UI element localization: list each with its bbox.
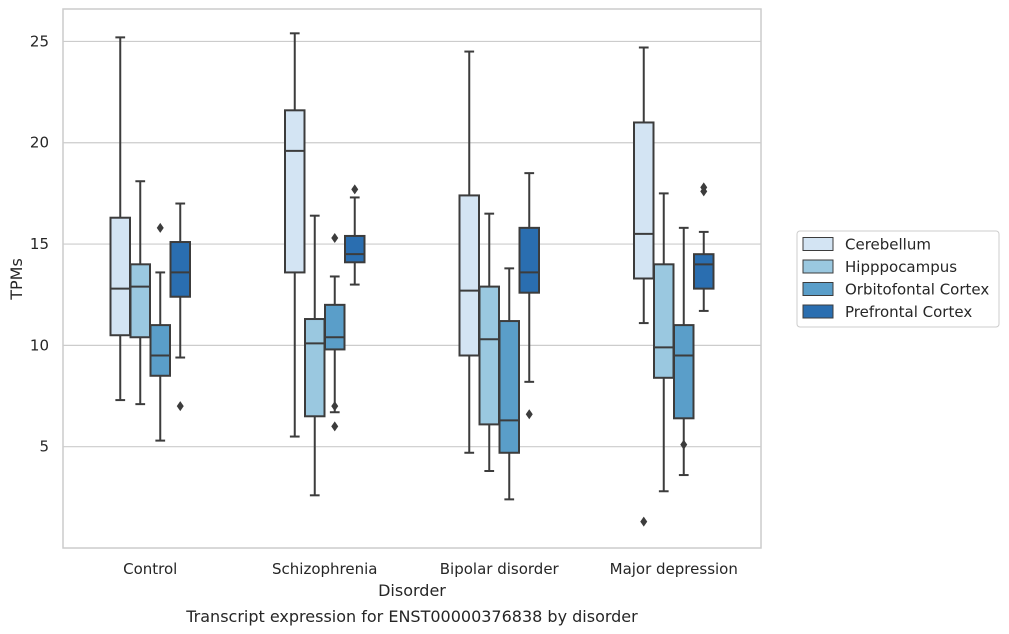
box-iqr (633, 121, 655, 280)
box-prefrontal-cortex (518, 172, 540, 420)
box-hipppocampus (304, 214, 326, 497)
legend: Cerebellum Hipppocampus Orbitofontal Corte… (796, 230, 1000, 328)
outlier-point (331, 232, 339, 243)
legend-frame (796, 230, 1000, 328)
y-tick-label: 25 (30, 32, 49, 50)
outlier-point (156, 222, 164, 233)
box-iqr (324, 303, 346, 351)
box-iqr (458, 194, 480, 357)
box-prefrontal-cortex (169, 202, 191, 412)
box-hipppocampus (478, 212, 500, 472)
outlier-point (700, 182, 708, 193)
box-orbitofontal-cortex (149, 222, 171, 442)
outlier-point (331, 421, 339, 432)
box-orbitofontal-cortex (498, 267, 520, 501)
outlier-point (680, 439, 688, 450)
box-cerebellum (458, 50, 480, 454)
box-plot-series (109, 32, 715, 527)
box-iqr (653, 263, 675, 379)
legend-label: Cerebellum (845, 236, 931, 254)
outlier-point (331, 401, 339, 412)
outlier-point (351, 184, 359, 195)
x-tick-label: Control (123, 560, 177, 578)
outlier-point (525, 409, 533, 420)
legend-swatch (802, 259, 834, 274)
box-iqr (129, 263, 151, 339)
box-iqr (478, 285, 500, 426)
legend-label: Hipppocampus (845, 258, 957, 276)
box-orbitofontal-cortex (673, 226, 695, 477)
box-iqr (109, 216, 131, 337)
chart-caption: Transcript expression for ENST0000037683… (185, 607, 638, 626)
outlier-point (176, 401, 184, 412)
legend-label: Prefrontal Cortex (845, 303, 972, 321)
box-iqr (673, 324, 695, 420)
y-tick-label: 5 (39, 438, 49, 456)
box-iqr (169, 241, 191, 298)
box-hipppocampus (129, 180, 151, 406)
legend-swatch (802, 237, 834, 251)
box-cerebellum (633, 46, 655, 527)
grid-lines (63, 40, 761, 448)
x-axis-ticks: Control Schizophrenia Bipolar disorder Majo… (123, 560, 738, 578)
y-tick-label: 10 (30, 336, 49, 354)
box-iqr (693, 253, 715, 290)
box-iqr (284, 109, 306, 274)
plot-frame (62, 8, 762, 549)
box-cerebellum (284, 32, 306, 438)
legend-label: Orbitofontal Cortex (845, 281, 989, 299)
y-tick-label: 15 (30, 235, 49, 253)
box-iqr (498, 320, 520, 454)
box-iqr (344, 234, 366, 264)
x-tick-label: Schizophrenia (272, 560, 377, 578)
box-hipppocampus (653, 192, 675, 493)
box-prefrontal-cortex (693, 182, 715, 312)
x-tick-label: Bipolar disorder (440, 560, 560, 578)
box-iqr (518, 226, 540, 294)
outlier-point (640, 516, 648, 527)
legend-swatch (802, 304, 834, 319)
box-iqr (149, 324, 171, 377)
box-iqr (304, 318, 326, 418)
box-orbitofontal-cortex (324, 232, 346, 432)
legend-swatch (802, 282, 834, 296)
x-tick-label: Major depression (610, 560, 738, 578)
y-axis-ticks: 5 10 15 20 25 (30, 32, 49, 455)
y-tick-label: 20 (30, 134, 49, 152)
box-prefrontal-cortex (344, 184, 366, 286)
x-axis-label: Disorder (378, 581, 446, 600)
y-axis-label: TPMs (7, 258, 26, 301)
